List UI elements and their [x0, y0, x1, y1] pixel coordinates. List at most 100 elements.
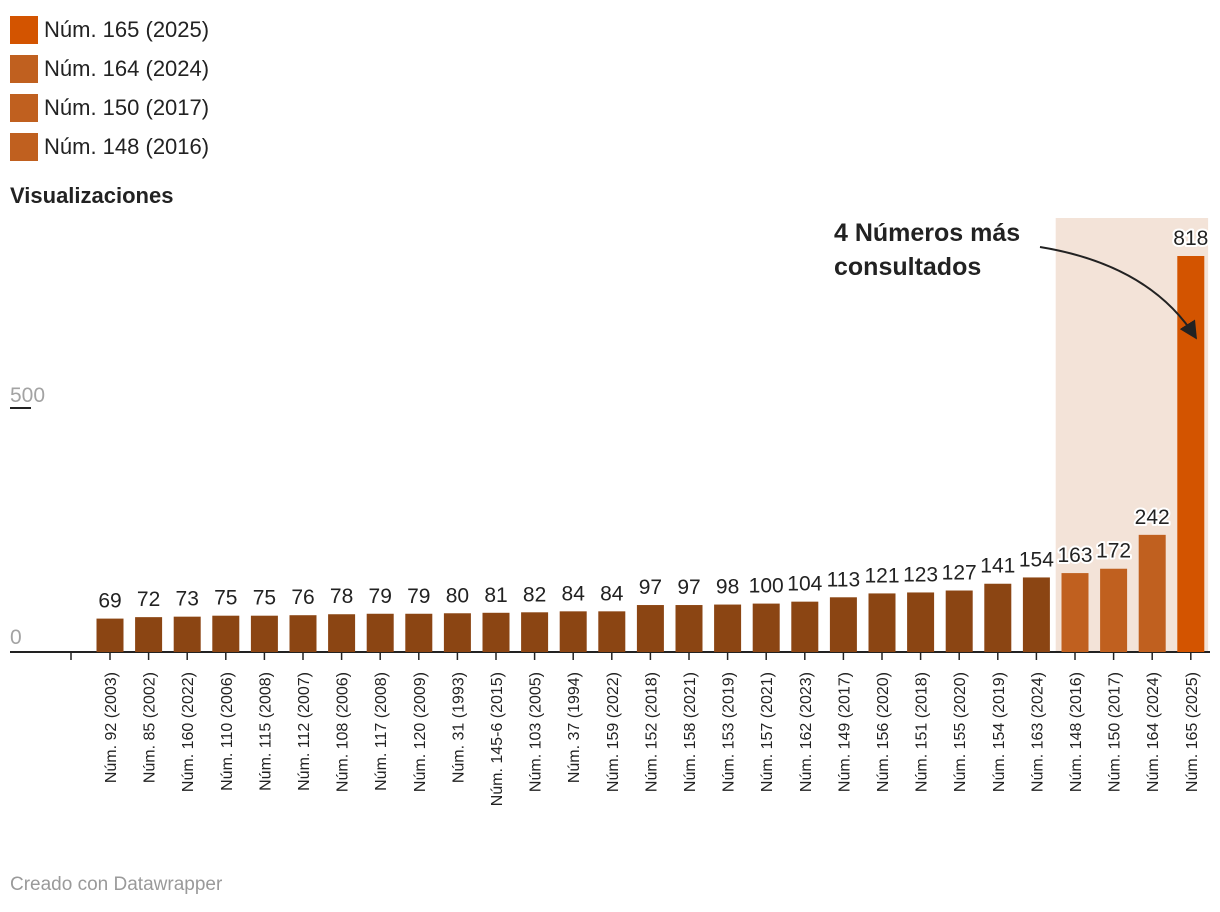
x-tick-label: Núm. 163 (2024): [1029, 672, 1046, 792]
x-tick-label: Núm. 160 (2022): [180, 672, 197, 792]
x-tick-label: Núm. 162 (2023): [798, 672, 815, 792]
data-label: 98: [716, 576, 739, 599]
bar: [984, 583, 1012, 652]
bar: [636, 605, 664, 652]
x-tick-label: Núm. 31 (1993): [450, 672, 467, 783]
data-label: 84: [562, 582, 586, 605]
bar: [1100, 568, 1128, 652]
data-label: 97: [677, 576, 700, 599]
bar: [289, 615, 317, 652]
bar: [907, 592, 935, 652]
bar: [791, 601, 819, 652]
legend-label: Núm. 165 (2025): [44, 16, 210, 42]
legend-label: Núm. 150 (2017): [44, 94, 210, 120]
legend-swatch: [10, 132, 38, 161]
data-label: 121: [864, 564, 899, 587]
x-tick-label: Núm. 149 (2017): [836, 672, 853, 792]
bar: [559, 611, 587, 652]
data-label: 78: [330, 585, 353, 608]
data-label: 75: [214, 587, 237, 610]
x-tick-label: Núm. 151 (2018): [914, 672, 931, 792]
x-tick-label: Núm. 152 (2018): [643, 672, 660, 792]
data-label: 818: [1173, 227, 1208, 250]
bar: [675, 605, 703, 652]
legend: Núm. 165 (2025) Núm. 164 (2024) Núm. 150…: [10, 10, 209, 166]
y-axis-title: Visualizaciones: [10, 183, 174, 208]
data-label: 172: [1096, 540, 1131, 563]
x-tick-label: Núm. 157 (2021): [759, 672, 776, 792]
bar: [212, 615, 240, 652]
data-label: 154: [1019, 548, 1054, 571]
bar: [1061, 573, 1089, 652]
data-label: 80: [446, 584, 469, 607]
x-tick-label: Núm. 85 (2002): [142, 672, 159, 783]
bar: [443, 613, 471, 652]
x-tick-label: Núm. 164 (2024): [1145, 672, 1162, 792]
legend-swatch: [10, 93, 38, 122]
footer-credit: Creado con Datawrapper: [10, 874, 223, 895]
data-label: 113: [827, 568, 860, 591]
bar: [135, 617, 163, 652]
bar: [250, 615, 278, 652]
data-label: 73: [176, 588, 199, 611]
x-tick-label: Núm. 117 (2008): [373, 672, 390, 791]
legend-label: Núm. 164 (2024): [44, 55, 210, 81]
bar: [598, 611, 626, 652]
x-tick-label: Núm. 110 (2006): [219, 672, 236, 791]
data-label: 123: [903, 563, 938, 586]
data-label: 82: [523, 583, 546, 606]
data-label: 81: [484, 584, 507, 607]
x-tick-label: Núm. 159 (2022): [605, 672, 622, 792]
x-tick-label: Núm. 145-6 (2015): [489, 672, 506, 806]
bar: [173, 616, 201, 652]
data-label: 163: [1057, 544, 1092, 567]
legend-item: Núm. 148 (2016): [10, 127, 209, 166]
x-tick-label: Núm. 108 (2006): [335, 672, 352, 792]
data-label: 97: [639, 576, 662, 599]
data-label: 104: [787, 573, 822, 596]
x-tick-label: Núm. 155 (2020): [952, 672, 969, 792]
x-tick-label: Núm. 120 (2009): [412, 672, 429, 792]
x-tick-label: Núm. 158 (2021): [682, 672, 699, 792]
bar: [328, 614, 356, 652]
bar: [482, 612, 510, 652]
x-tick-label: Núm. 103 (2005): [528, 672, 545, 792]
bar: [96, 618, 124, 652]
x-tick-label: Núm. 150 (2017): [1107, 672, 1124, 792]
x-tick-label: Núm. 154 (2019): [991, 672, 1008, 792]
bar: [1177, 256, 1205, 652]
x-tick-label: Núm. 165 (2025): [1184, 672, 1201, 792]
data-label: 141: [980, 555, 1015, 578]
legend-swatch: [10, 15, 38, 44]
bar: [868, 593, 896, 652]
x-tick-label: Núm. 112 (2007): [296, 672, 313, 791]
data-label: 127: [942, 562, 977, 585]
x-tick-label: Núm. 92 (2003): [103, 672, 120, 783]
bar: [829, 597, 857, 652]
y-tick-label: 500: [10, 384, 45, 407]
annotation-arrow: [1039, 246, 1197, 340]
bar-chart: 0 500 69 Núm. 92 (2003) 72 Núm. 85 (2002) 73 N…: [10, 218, 1210, 806]
legend-item: Núm. 164 (2024): [10, 49, 209, 88]
data-label: 79: [407, 585, 430, 608]
bar: [521, 612, 549, 652]
data-label: 79: [369, 585, 392, 608]
legend-item: Núm. 150 (2017): [10, 88, 209, 127]
data-label: 69: [98, 590, 121, 613]
legend-swatch: [10, 54, 38, 83]
x-tick-label: Núm. 153 (2019): [721, 672, 738, 792]
data-label: 76: [291, 586, 314, 609]
bar: [1138, 534, 1166, 652]
data-label: 242: [1135, 506, 1170, 529]
data-label: 75: [253, 587, 276, 610]
legend-item: Núm. 165 (2025): [10, 10, 209, 49]
data-label: 100: [749, 575, 784, 598]
data-label: 72: [137, 588, 160, 611]
bar: [945, 590, 973, 652]
x-tick-label: Núm. 37 (1994): [566, 672, 583, 783]
legend-label: Núm. 148 (2016): [44, 133, 210, 159]
bar: [752, 603, 780, 652]
bar: [714, 604, 742, 652]
x-tick-label: Núm. 156 (2020): [875, 672, 892, 792]
y-tick-label: 0: [10, 626, 22, 649]
